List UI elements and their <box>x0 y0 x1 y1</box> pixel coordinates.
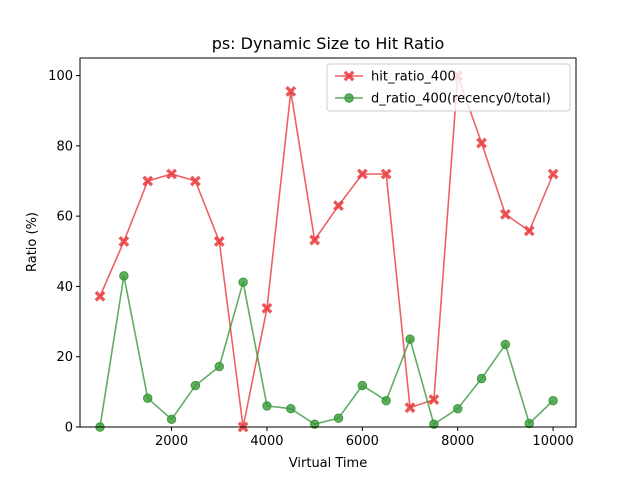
x-tick-label: 10000 <box>532 434 573 449</box>
data-point <box>119 271 129 281</box>
data-point <box>166 414 177 424</box>
plot-area <box>94 70 559 433</box>
legend-entry: hit_ratio_400 <box>335 70 456 85</box>
x-axis-label: Virtual Time <box>289 456 367 471</box>
series-2 <box>95 271 558 432</box>
series-line <box>99 75 554 428</box>
data-point <box>357 380 368 391</box>
data-point <box>524 418 534 429</box>
axes-frame <box>79 57 577 428</box>
data-point <box>94 290 106 302</box>
data-point <box>476 373 487 384</box>
data-point <box>404 402 416 414</box>
data-point <box>405 334 415 344</box>
legend-marker <box>344 93 354 103</box>
data-point <box>286 404 296 414</box>
legend-box <box>326 63 571 112</box>
y-tick-label: 80 <box>56 139 73 154</box>
x-tick-label: 8000 <box>441 434 474 449</box>
legend-marker <box>343 70 355 82</box>
data-point <box>143 393 153 403</box>
y-tick-label: 100 <box>48 69 73 84</box>
series-line <box>99 275 554 428</box>
data-point <box>333 200 344 212</box>
data-point <box>285 85 297 97</box>
data-point <box>333 413 344 423</box>
y-tick-label: 60 <box>56 210 73 225</box>
data-point <box>380 168 392 180</box>
y-tick-label: 0 <box>65 421 73 436</box>
x-tick-label: 4000 <box>250 434 283 449</box>
legend-entry: d_ratio_400(recency0/total) <box>335 92 551 107</box>
data-point <box>118 236 130 247</box>
data-point <box>453 404 463 414</box>
data-point <box>429 419 439 429</box>
data-point <box>238 277 248 287</box>
data-point <box>500 208 511 220</box>
x-axis: 2000 4000 6000 8000 10000 <box>155 427 574 449</box>
data-point <box>190 175 201 187</box>
data-point <box>428 394 440 405</box>
x-tick-label: 6000 <box>346 434 379 449</box>
data-point <box>500 339 511 350</box>
legend: hit_ratio_400 d_ratio_400(recency0/total) <box>326 63 571 112</box>
data-point <box>261 302 273 314</box>
x-tick-label: 2000 <box>155 434 188 449</box>
data-point <box>548 395 558 406</box>
legend-label: d_ratio_400(recency0/total) <box>371 92 551 107</box>
data-point <box>523 225 535 237</box>
y-axis: 0 20 40 60 80 100 <box>48 69 80 436</box>
y-axis-label: Ratio (%) <box>25 212 40 272</box>
data-point <box>356 168 368 180</box>
y-tick-label: 40 <box>56 280 73 295</box>
data-point <box>262 401 272 411</box>
data-point <box>213 236 225 247</box>
data-point <box>381 395 391 406</box>
chart-title: ps: Dynamic Size to Hit Ratio <box>212 34 445 53</box>
legend-label: hit_ratio_400 <box>371 70 456 85</box>
data-point <box>142 175 154 187</box>
data-point <box>309 419 320 429</box>
y-tick-label: 20 <box>56 350 73 365</box>
series-1 <box>94 70 559 433</box>
data-point <box>190 380 201 391</box>
data-point <box>166 168 177 180</box>
data-point <box>309 234 321 246</box>
data-point <box>547 168 559 180</box>
data-point <box>214 361 224 372</box>
data-point <box>476 137 487 149</box>
